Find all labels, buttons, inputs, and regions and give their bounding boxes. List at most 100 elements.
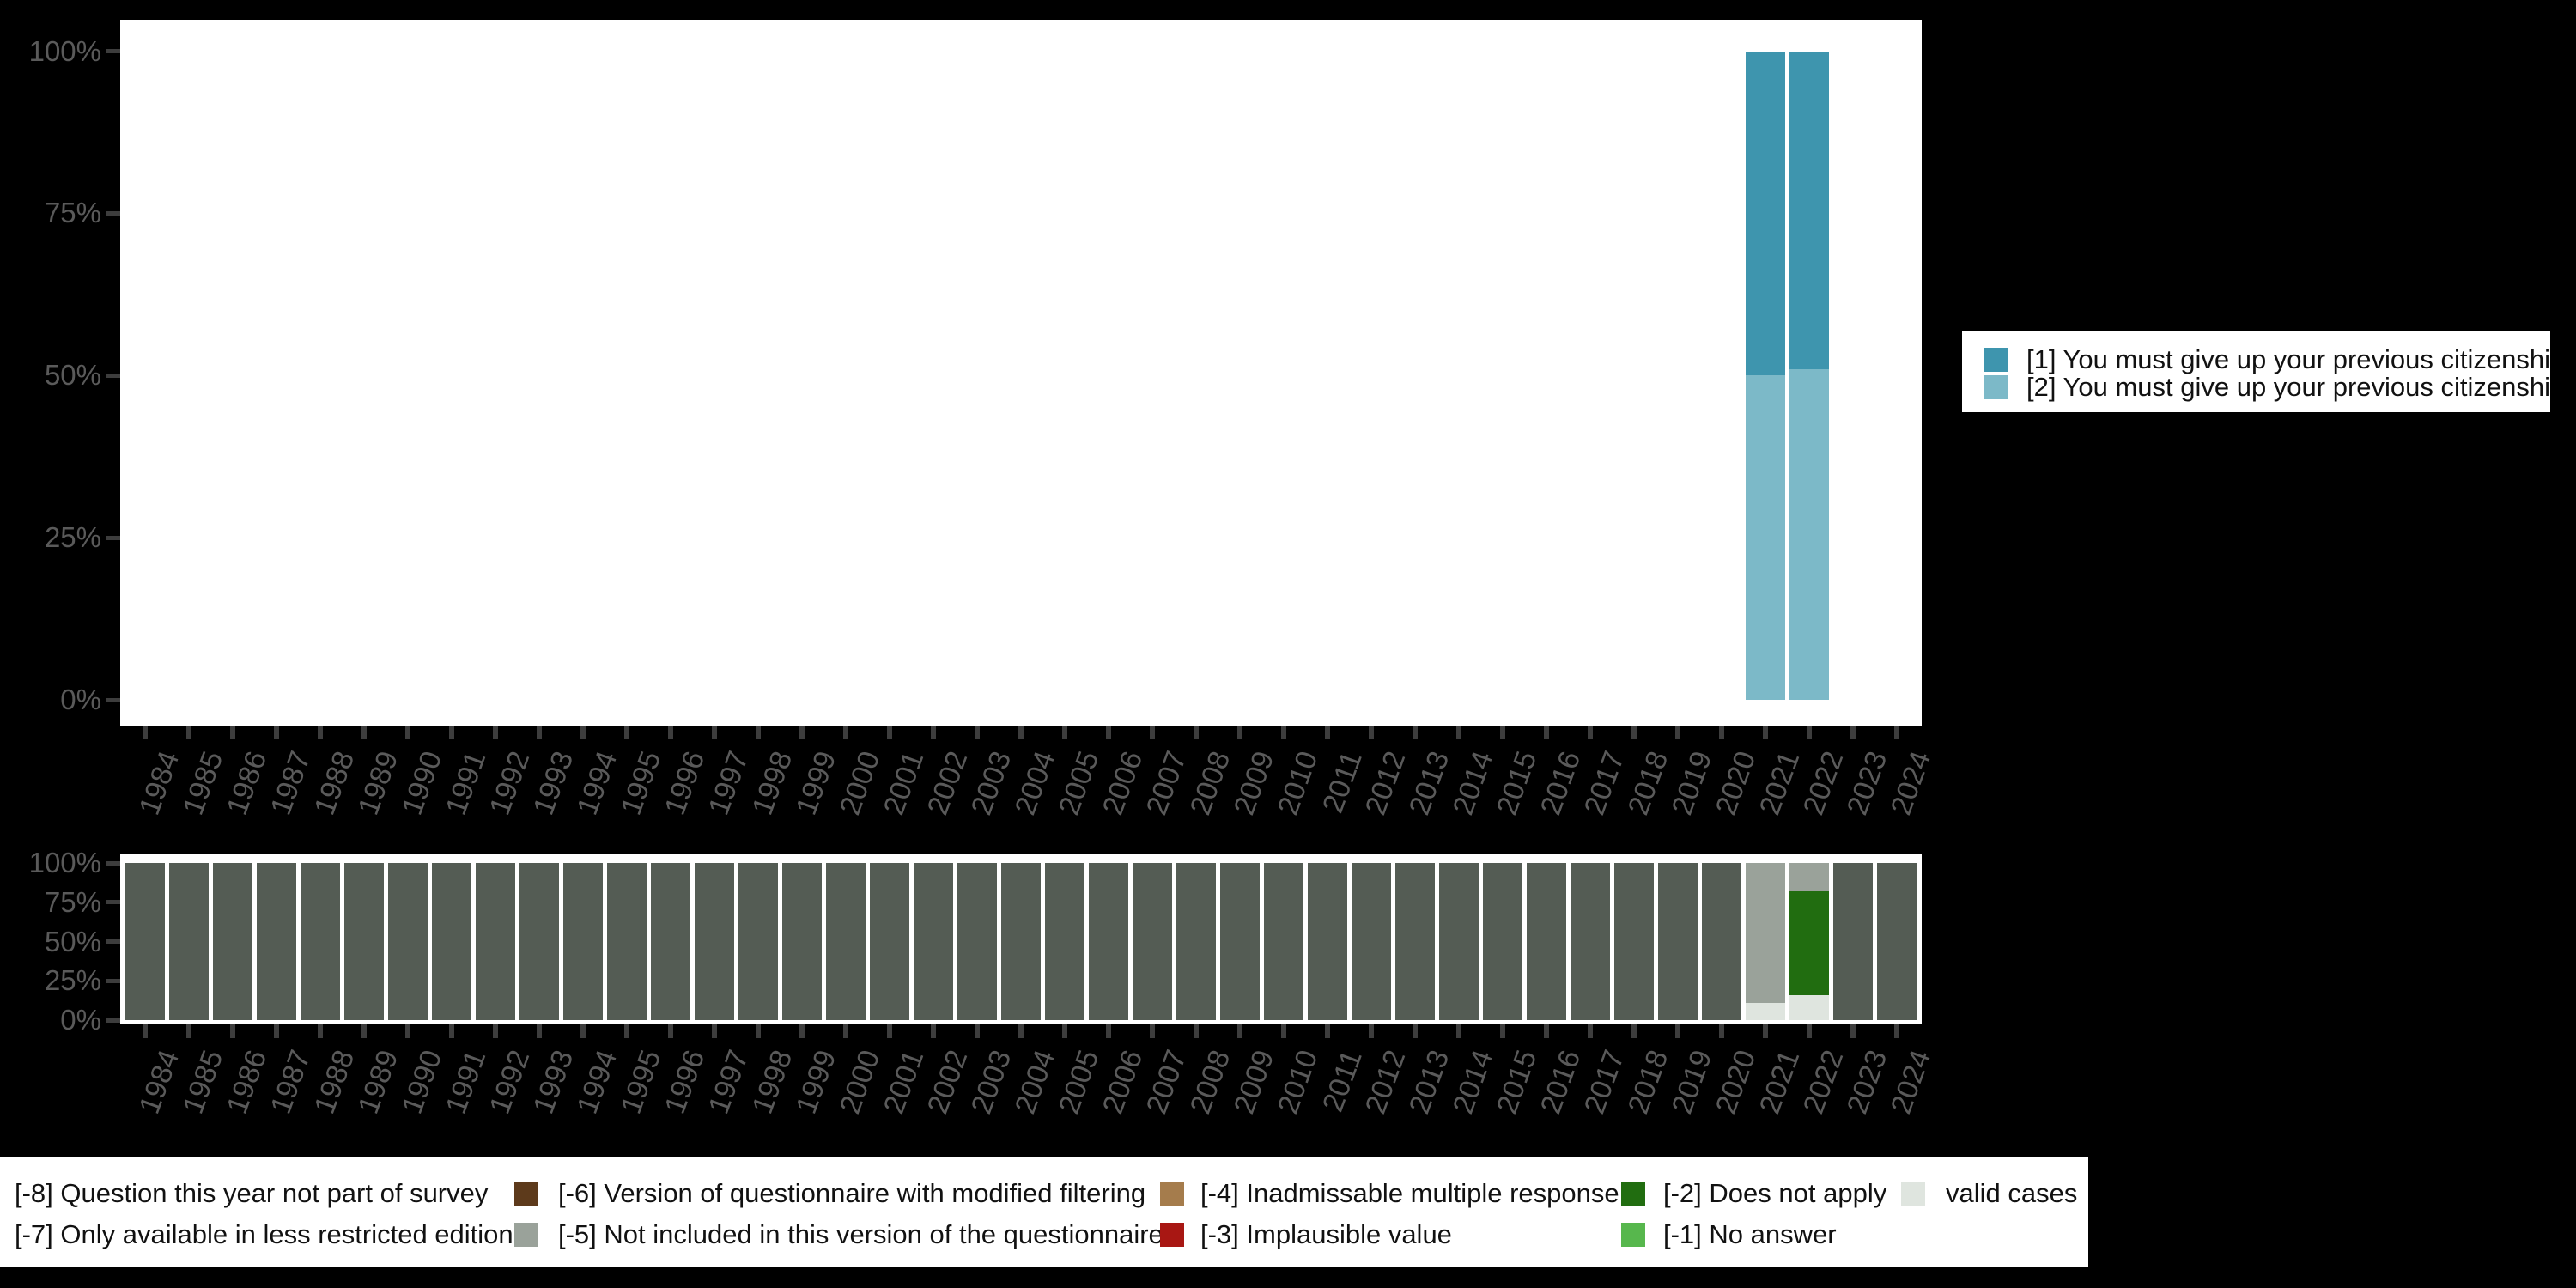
bar-segment — [1614, 863, 1654, 1020]
y-axis-tick-label: 75% — [44, 885, 101, 918]
x-axis-tick — [756, 726, 761, 739]
missing-bar-2002 — [914, 863, 953, 1020]
legend-swatch — [514, 1182, 538, 1206]
bar-segment — [1746, 863, 1785, 1003]
bar-segment — [826, 863, 866, 1020]
x-axis-tick — [143, 1024, 148, 1038]
bar-segment — [1746, 375, 1785, 700]
missing-bar-2007 — [1133, 863, 1172, 1020]
x-axis-tick — [318, 726, 323, 739]
x-axis-tick — [1237, 726, 1242, 739]
x-axis-tick — [1018, 726, 1024, 739]
bar-segment — [213, 863, 252, 1020]
missing-bar-1994 — [563, 863, 603, 1020]
x-axis-tick — [361, 1024, 367, 1038]
missing-bar-1996 — [651, 863, 690, 1020]
missing-bar-1991 — [432, 863, 471, 1020]
x-axis-tick — [1413, 726, 1418, 739]
legend-swatch — [1901, 1182, 1925, 1206]
legend-item-label: [-2] Does not apply — [1663, 1178, 1887, 1208]
x-axis-tick — [318, 1024, 323, 1038]
y-axis-tick-label: 50% — [44, 925, 101, 957]
x-axis-tick — [1631, 1024, 1637, 1038]
y-axis-tick — [106, 978, 120, 983]
x-axis-tick — [1675, 1024, 1680, 1038]
y-axis-tick — [106, 373, 120, 378]
legend-swatch — [1984, 348, 2008, 372]
y-axis-tick — [106, 900, 120, 905]
legend-swatch — [1984, 375, 2008, 399]
missing-bar-1985 — [169, 863, 209, 1020]
x-axis-tick — [1018, 1024, 1024, 1038]
x-axis-tick — [799, 1024, 805, 1038]
x-axis-tick — [1325, 1024, 1330, 1038]
x-axis-tick — [1763, 726, 1768, 739]
bar-segment — [301, 863, 340, 1020]
missing-bar-2024 — [1877, 863, 1917, 1020]
x-axis-tick — [274, 726, 279, 739]
x-axis-tick — [1631, 726, 1637, 739]
x-axis-tick — [1106, 726, 1111, 739]
missing-bar-1990 — [388, 863, 428, 1020]
x-axis-tick — [1588, 1024, 1593, 1038]
legend-item-label: [-1] No answer — [1663, 1219, 1837, 1249]
x-axis-tick — [1544, 1024, 1549, 1038]
legend-swatch — [1621, 1182, 1645, 1206]
x-axis-tick — [975, 726, 980, 739]
x-axis-tick — [887, 726, 892, 739]
missing-bar-2021 — [1746, 863, 1785, 1020]
x-axis-tick — [230, 726, 235, 739]
x-axis-tick — [1807, 1024, 1812, 1038]
bar-segment — [1746, 1002, 1785, 1020]
y-axis-tick-label: 25% — [44, 964, 101, 997]
y-axis-tick-label: 75% — [44, 197, 101, 229]
y-axis-tick-label: 100% — [28, 847, 101, 878]
x-axis-tick — [580, 726, 586, 739]
bar-segment — [1045, 863, 1084, 1020]
missing-bar-2022 — [1789, 863, 1829, 1020]
missing-bar-1998 — [738, 863, 778, 1020]
missing-bar-2011 — [1308, 863, 1347, 1020]
x-axis-tick — [1894, 726, 1899, 739]
bar-segment — [1264, 863, 1303, 1020]
x-axis-tick — [1850, 1024, 1856, 1038]
y-axis-tick — [106, 210, 120, 216]
legend-swatch — [514, 1223, 538, 1247]
bar-segment — [519, 863, 559, 1020]
y-axis-tick-label: 50% — [44, 359, 101, 392]
x-axis-tick — [668, 726, 673, 739]
bar-segment — [1746, 51, 1785, 376]
bar-segment — [1308, 863, 1347, 1020]
y-axis-tick-label: 25% — [44, 521, 101, 554]
missing-bar-2000 — [826, 863, 866, 1020]
missing-bar-2010 — [1264, 863, 1303, 1020]
missing-bar-1995 — [607, 863, 647, 1020]
missing-bar-2018 — [1614, 863, 1654, 1020]
x-axis-tick — [1719, 1024, 1724, 1038]
legend-item-label: [2] You must give up your previous citiz… — [2026, 372, 2550, 402]
y-axis-tick — [106, 535, 120, 540]
missing-bar-2005 — [1045, 863, 1084, 1020]
bar-segment — [1789, 51, 1829, 369]
missing-bar-2004 — [1001, 863, 1041, 1020]
legend-item-label: [-8] Question this year not part of surv… — [15, 1178, 489, 1208]
x-axis-tick — [230, 1024, 235, 1038]
missing-bar-1989 — [344, 863, 384, 1020]
missing-bar-1984 — [125, 863, 165, 1020]
x-axis-tick — [799, 726, 805, 739]
x-axis-tick — [1807, 726, 1812, 739]
x-axis-tick — [405, 726, 410, 739]
missing-bar-2003 — [957, 863, 997, 1020]
y-axis-tick-label: 0% — [60, 683, 101, 715]
legend-item-label: [-6] Version of questionnaire with modif… — [558, 1178, 1146, 1208]
x-axis-tick — [537, 726, 542, 739]
bar-segment — [1658, 863, 1698, 1020]
bar-segment — [1789, 863, 1829, 891]
x-axis-tick — [1456, 1024, 1461, 1038]
missing-bar-1986 — [213, 863, 252, 1020]
stacked-bar-2022 — [1789, 51, 1829, 701]
bar-segment — [782, 863, 822, 1020]
bar-segment — [651, 863, 690, 1020]
x-axis-tick — [624, 726, 629, 739]
